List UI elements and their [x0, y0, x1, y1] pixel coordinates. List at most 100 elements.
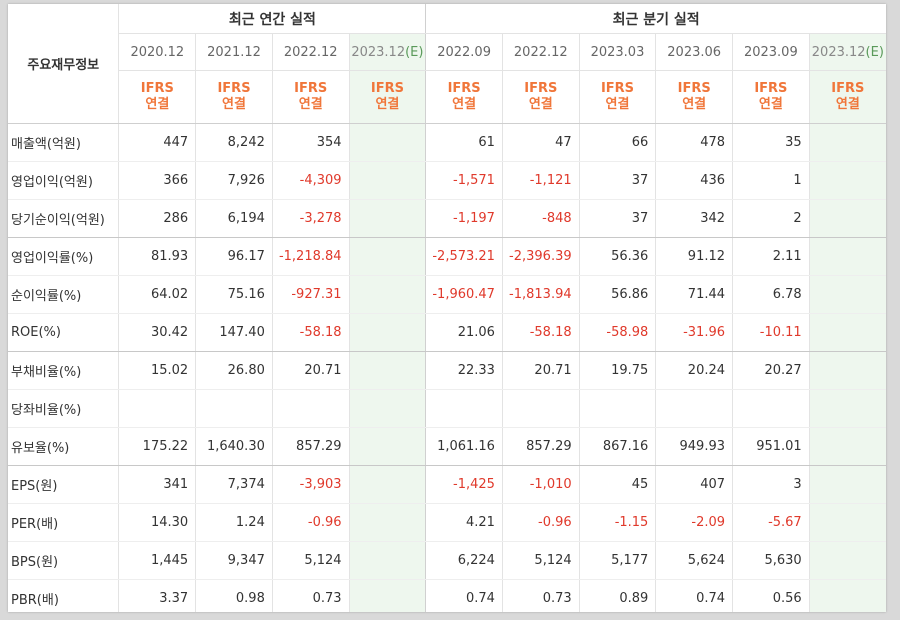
table-cell: -1,121 [501, 161, 580, 200]
table-cell: 1 [732, 161, 810, 200]
row-label: 매출액(억원) [8, 123, 120, 162]
ifrs-basis-header: IFRS 연결 [578, 70, 656, 124]
table-cell [808, 465, 886, 504]
period-header-annual: 2022.12 [271, 33, 350, 71]
period-header-quarter: 2022.09 [425, 33, 503, 71]
table-cell: -2,396.39 [501, 237, 580, 276]
table-cell [808, 275, 886, 314]
table-cell [118, 389, 196, 428]
financial-summary-table: 주요재무정보 최근 연간 실적 최근 분기 실적 2020.12 2021.12 2… [8, 4, 886, 612]
table-cell: -1,960.47 [425, 275, 503, 314]
row-label: 당기순이익(억원) [8, 199, 120, 238]
period-header-quarter: 2023.12(E) [808, 33, 886, 71]
table-cell: 61 [425, 123, 503, 162]
table-cell [348, 161, 426, 200]
table-cell [348, 579, 426, 612]
table-cell: 857.29 [501, 427, 580, 466]
row-label: 당좌비율(%) [8, 389, 120, 428]
ifrs-basis-header: IFRS 연결 [808, 70, 886, 124]
table-cell [808, 351, 886, 390]
table-cell: 3 [732, 465, 810, 504]
row-label: PER(배) [8, 503, 120, 542]
period-label: 2023.06 [667, 44, 722, 60]
table-cell: -1,218.84 [271, 237, 350, 276]
table-row: 매출액(억원) 447 8,242 354 61 47 66 478 35 [8, 123, 886, 162]
period-label: 2023.03 [590, 44, 645, 60]
table-cell: 35 [732, 123, 810, 162]
table-cell: 81.93 [118, 237, 196, 276]
table-cell: 6,224 [425, 541, 503, 580]
table-cell: 5,624 [655, 541, 733, 580]
table-cell: -848 [501, 199, 580, 238]
table-row: BPS(원) 1,445 9,347 5,124 6,224 5,124 5,177 5,62… [8, 541, 886, 580]
table-cell: 56.86 [578, 275, 656, 314]
period-header-quarter: 2023.09 [732, 33, 810, 71]
period-label: 2022.12 [283, 44, 338, 60]
table-cell: 21.06 [425, 313, 503, 352]
table-cell [348, 427, 426, 466]
row-label: 순이익률(%) [8, 275, 120, 314]
table-cell: -1,813.94 [501, 275, 580, 314]
table-cell: -58.98 [578, 313, 656, 352]
table-cell: 37 [578, 161, 656, 200]
table-cell: 20.24 [655, 351, 733, 390]
table-cell: 366 [118, 161, 196, 200]
period-header-quarter: 2022.12 [501, 33, 580, 71]
table-cell [808, 313, 886, 352]
estimate-tag: (E) [865, 44, 884, 60]
consolidated-label: 연결 [758, 97, 783, 112]
table-row: 순이익률(%) 64.02 75.16 -927.31 -1,960.47 -1,813.… [8, 275, 886, 314]
table-row: 유보율(%) 175.22 1,640.30 857.29 1,061.16 857.29… [8, 427, 886, 466]
table-cell: 64.02 [118, 275, 196, 314]
consolidated-label: 연결 [605, 97, 630, 112]
table-cell [655, 389, 733, 428]
table-cell: 45 [578, 465, 656, 504]
estimate-tag: (E) [405, 44, 424, 60]
table-cell [348, 541, 426, 580]
consolidated-label: 연결 [298, 97, 323, 112]
corner-label: 주요재무정보 [8, 4, 120, 124]
table-cell: 5,177 [578, 541, 656, 580]
ifrs-label: IFRS [600, 81, 635, 96]
ifrs-label: IFRS [524, 81, 558, 96]
ifrs-basis-header: IFRS 연결 [348, 70, 426, 124]
table-cell: -1,197 [425, 199, 503, 238]
table-cell: 1,061.16 [425, 427, 503, 466]
table-cell [348, 199, 426, 238]
period-header-annual: 2020.12 [118, 33, 196, 71]
table-cell: 436 [655, 161, 733, 200]
table-cell: 3.37 [118, 579, 196, 612]
table-cell: 4.21 [425, 503, 503, 542]
table-cell [348, 503, 426, 542]
table-cell: -58.18 [271, 313, 350, 352]
table-body: 매출액(억원) 447 8,242 354 61 47 66 478 35 영업이익(억원) 366… [8, 123, 886, 612]
period-label: 2021.12 [207, 44, 261, 60]
table-cell: 47 [501, 123, 580, 162]
table-cell: 342 [655, 199, 733, 238]
table-cell: -927.31 [271, 275, 350, 314]
ifrs-label: IFRS [140, 81, 174, 96]
table-cell: 9,347 [195, 541, 273, 580]
table-cell [808, 237, 886, 276]
table-cell [808, 123, 886, 162]
table-cell [348, 275, 426, 314]
row-label: 부채비율(%) [8, 351, 120, 390]
table-cell: 354 [271, 123, 350, 162]
consolidated-label: 연결 [682, 97, 707, 112]
table-cell [501, 389, 580, 428]
ifrs-label: IFRS [677, 81, 711, 96]
table-cell [808, 199, 886, 238]
table-cell: -2.09 [655, 503, 733, 542]
table-row: 당좌비율(%) [8, 389, 886, 428]
ifrs-label: IFRS [217, 81, 251, 96]
table-cell: 96.17 [195, 237, 273, 276]
ifrs-label: IFRS [294, 81, 328, 96]
table-cell: 15.02 [118, 351, 196, 390]
table-row: 영업이익률(%) 81.93 96.17 -1,218.84 -2,573.21 -2,3… [8, 237, 886, 276]
row-label: ROE(%) [8, 313, 120, 352]
table-cell [578, 389, 656, 428]
table-cell: 6.78 [732, 275, 810, 314]
table-row: 부채비율(%) 15.02 26.80 20.71 22.33 20.71 19.75 20.… [8, 351, 886, 390]
table-row: PBR(배) 3.37 0.98 0.73 0.74 0.73 0.89 0.74 0.56 [8, 579, 886, 612]
table-row: 당기순이익(억원) 286 6,194 -3,278 -1,197 -848 37 342 2 [8, 199, 886, 238]
